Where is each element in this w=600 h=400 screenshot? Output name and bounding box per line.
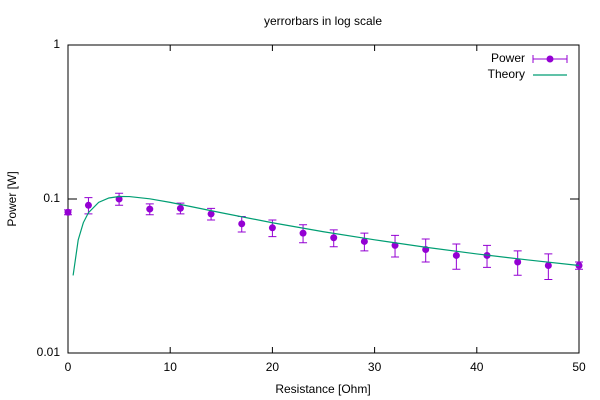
data-point <box>268 224 276 232</box>
legend-label: Theory <box>488 67 525 81</box>
data-point <box>360 237 368 245</box>
data-point <box>452 251 460 259</box>
data-point <box>514 258 522 266</box>
data-point <box>146 205 154 213</box>
y-tick-label: 0.01 <box>37 345 61 359</box>
data-point <box>84 201 92 209</box>
y-tick-label: 1 <box>53 37 60 51</box>
x-tick-label: 30 <box>368 360 382 374</box>
plot-frame <box>67 44 580 354</box>
y-tick-label: 0.1 <box>43 191 60 205</box>
y-axis-label: Power [W] <box>5 171 19 226</box>
data-point <box>176 204 184 212</box>
x-tick-label: 50 <box>572 360 586 374</box>
legend-label: Power <box>491 51 525 65</box>
data-point <box>544 261 552 269</box>
x-tick-label: 40 <box>470 360 484 374</box>
data-point <box>238 220 246 228</box>
x-tick-label: 10 <box>164 360 178 374</box>
x-axis-label: Resistance [Ohm] <box>275 382 370 396</box>
data-point <box>299 229 307 237</box>
theory-line <box>72 195 580 276</box>
x-tick-label: 20 <box>266 360 280 374</box>
data-point <box>207 210 215 218</box>
data-point <box>64 208 72 216</box>
x-tick-label: 0 <box>65 360 72 374</box>
legend-swatch <box>546 55 554 63</box>
data-point <box>330 234 338 242</box>
chart-title: yerrorbars in log scale <box>264 14 382 28</box>
